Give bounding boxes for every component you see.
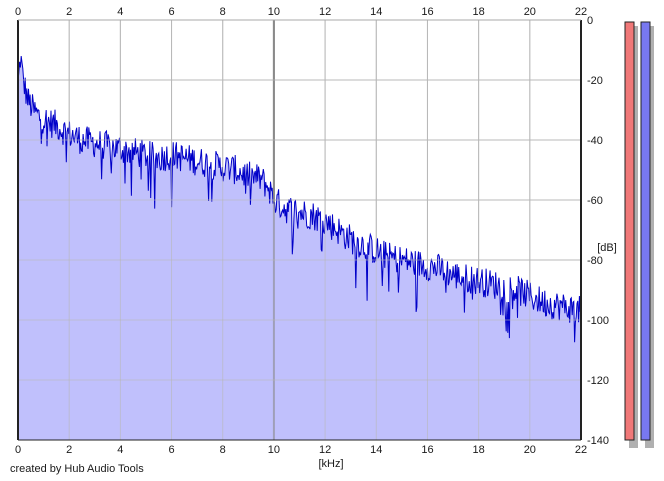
x-tick-label-bottom: 6 xyxy=(168,444,174,456)
axes xyxy=(17,19,582,441)
spectrum-fill xyxy=(18,56,581,440)
credit-text: created by Hub Audio Tools xyxy=(10,463,144,475)
x-tick-label-bottom: 14 xyxy=(370,444,382,456)
level-meter-left xyxy=(624,21,635,441)
x-tick-label-top: 2 xyxy=(66,6,72,18)
y-tick-label: -60 xyxy=(587,195,603,207)
x-tick-label-bottom: 20 xyxy=(524,444,536,456)
x-tick-label-top: 6 xyxy=(168,6,174,18)
y-tick-label: -120 xyxy=(587,375,609,387)
x-tick-label-bottom: 0 xyxy=(15,444,21,456)
y-tick-label: -20 xyxy=(587,75,603,87)
y-tick-label: -100 xyxy=(587,315,609,327)
tick-labels: 0-20-40-60-80-100-120-140002244668810101… xyxy=(15,6,609,456)
x-axis-label: [kHz] xyxy=(318,458,343,470)
x-tick-label-bottom: 2 xyxy=(66,444,72,456)
x-tick-label-top: 0 xyxy=(15,6,21,18)
y-tick-label: -40 xyxy=(587,135,603,147)
x-tick-label-top: 8 xyxy=(220,6,226,18)
spectrum-line xyxy=(17,55,582,343)
x-tick-label-bottom: 18 xyxy=(473,444,485,456)
x-tick-label-bottom: 22 xyxy=(575,444,587,456)
level-meter-right xyxy=(640,21,651,441)
y-tick-label: -140 xyxy=(587,435,609,447)
x-tick-label-bottom: 16 xyxy=(421,444,433,456)
x-tick-label-bottom: 8 xyxy=(220,444,226,456)
x-tick-label-bottom: 12 xyxy=(319,444,331,456)
x-tick-label-top: 16 xyxy=(421,6,433,18)
x-tick-label-top: 22 xyxy=(575,6,587,18)
y-tick-label: 0 xyxy=(587,15,593,27)
x-tick-label-top: 20 xyxy=(524,6,536,18)
x-tick-label-bottom: 10 xyxy=(268,444,280,456)
y-axis-label: [dB] xyxy=(597,242,617,254)
x-tick-label-top: 4 xyxy=(117,6,123,18)
x-tick-label-top: 10 xyxy=(268,6,280,18)
level-meters xyxy=(624,21,654,448)
x-tick-label-top: 14 xyxy=(370,6,382,18)
x-tick-label-top: 12 xyxy=(319,6,331,18)
y-tick-label: -80 xyxy=(587,255,603,267)
x-tick-label-bottom: 4 xyxy=(117,444,123,456)
x-tick-label-top: 18 xyxy=(473,6,485,18)
